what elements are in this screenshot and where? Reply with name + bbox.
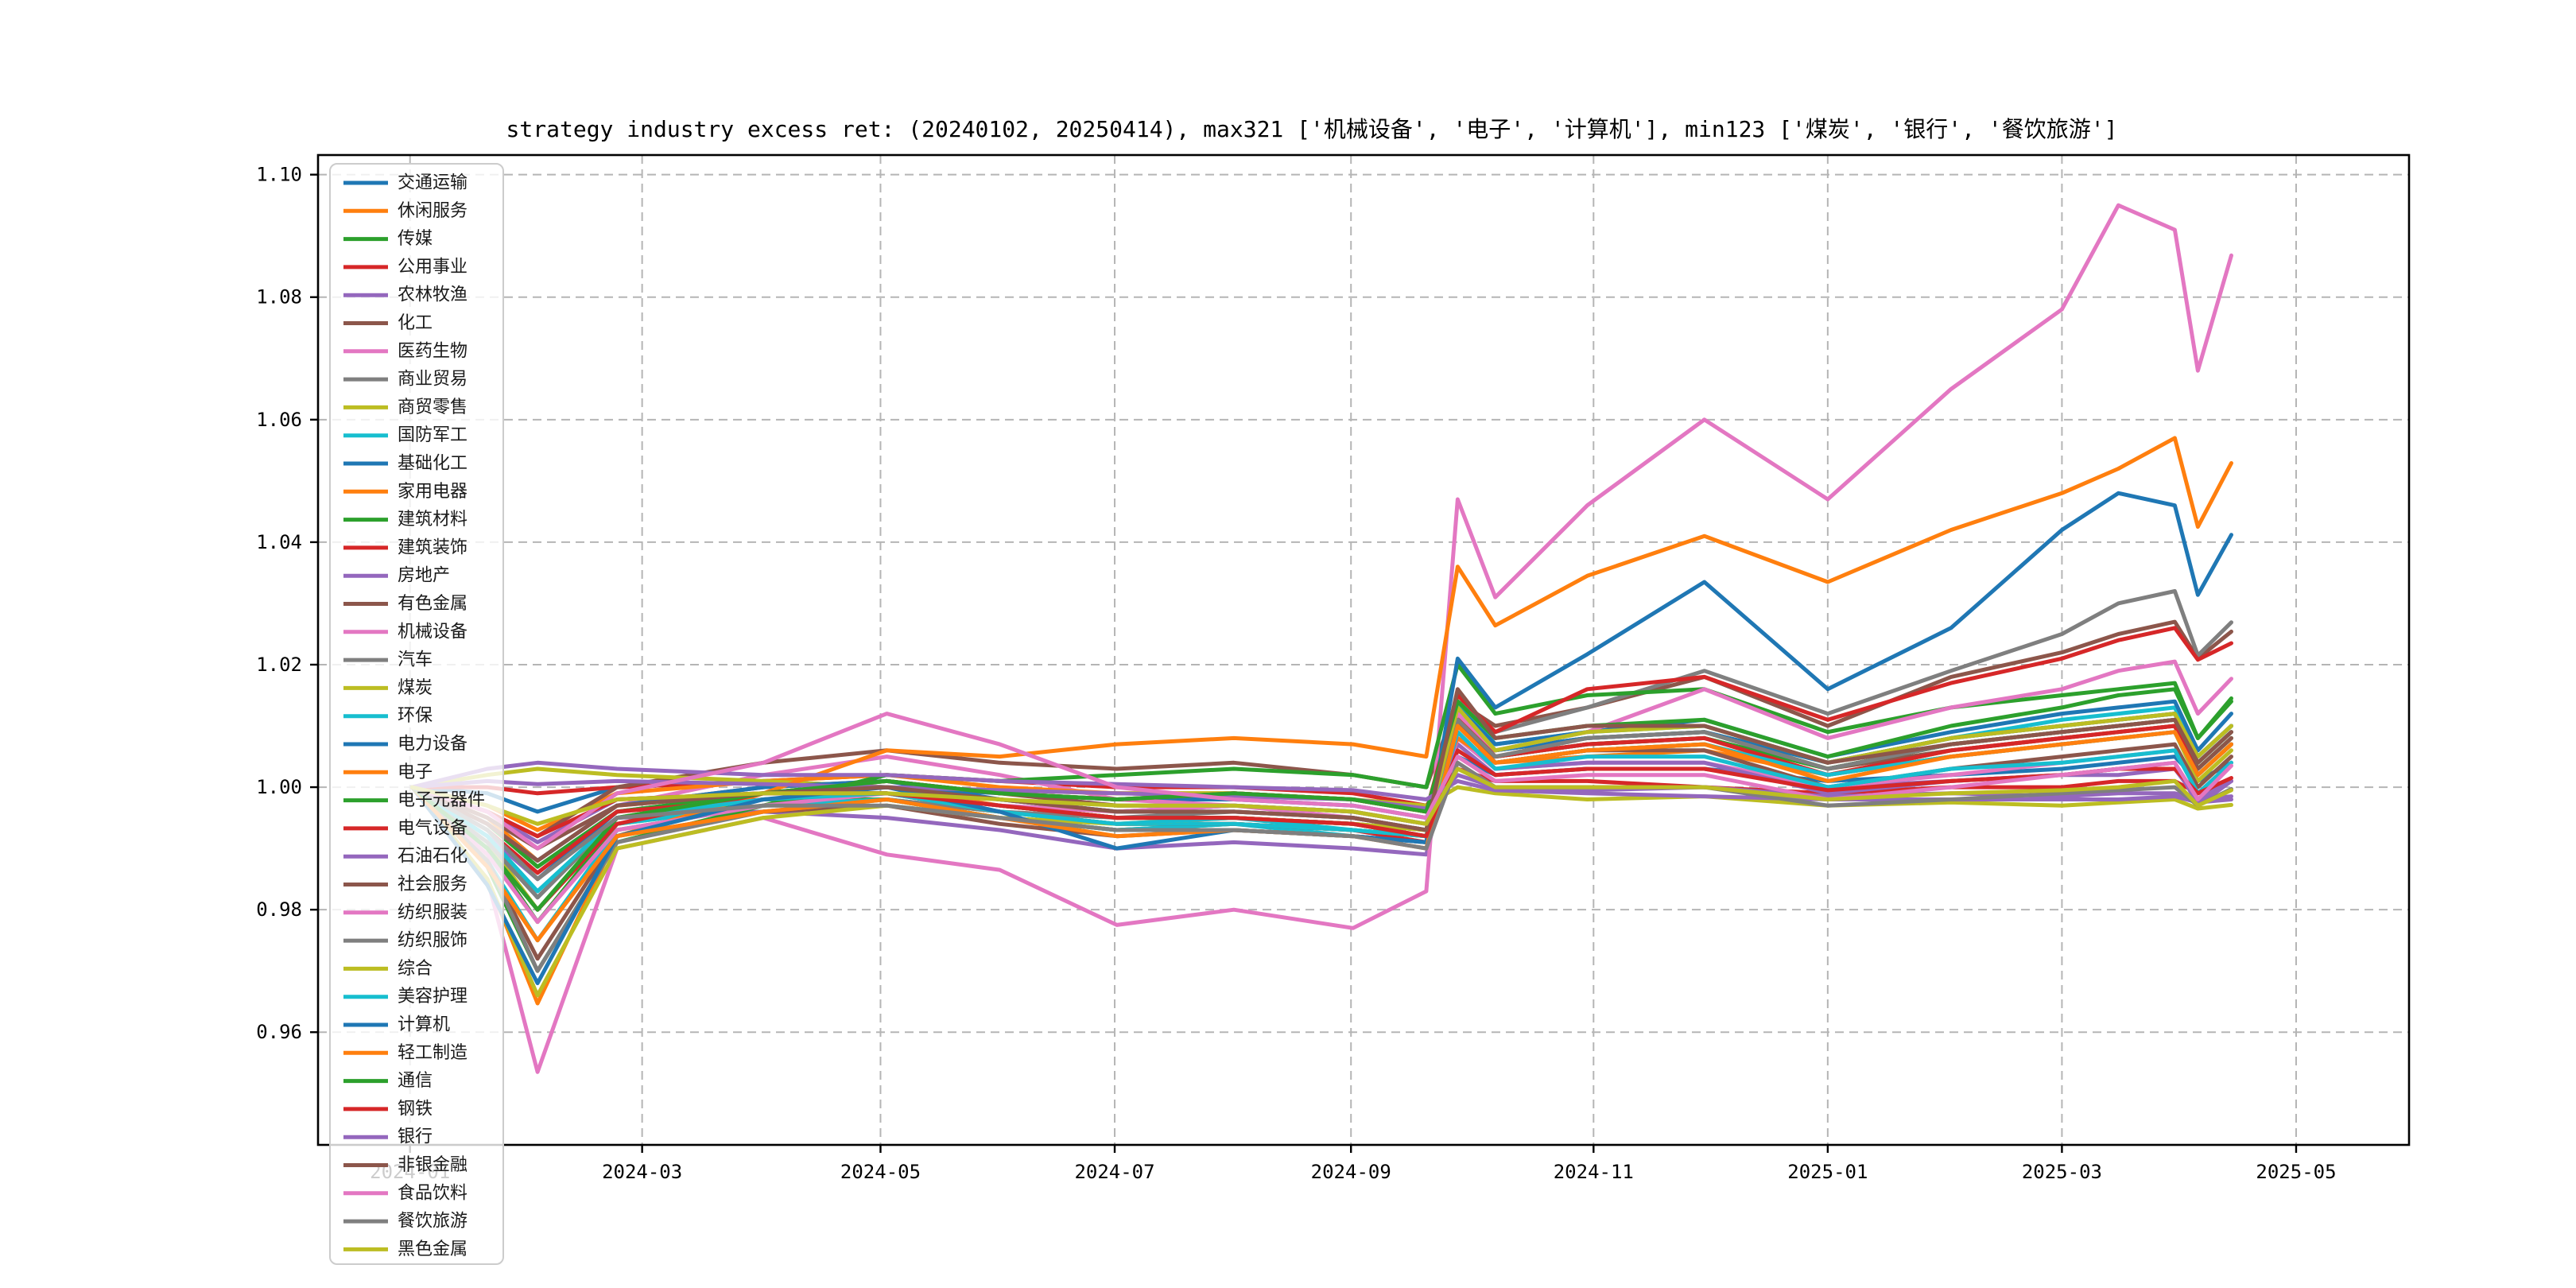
legend-label: 电子 (398, 762, 433, 782)
legend-label: 机械设备 (398, 622, 467, 642)
series-line-36 (409, 712, 2233, 851)
legend-label: 建筑装饰 (398, 537, 467, 557)
legend-label: 休闲服务 (398, 201, 467, 221)
series-line-21 (409, 436, 2233, 1006)
legend-label: 石油石化 (398, 847, 467, 867)
x-tick-label: 2024-09 (1311, 1161, 1391, 1183)
legend-label: 房地产 (398, 566, 450, 586)
legend-label: 医药生物 (398, 341, 467, 361)
y-tick-label: 1.06 (256, 409, 302, 431)
legend-label: 非银金融 (398, 1155, 467, 1175)
series-line-38 (409, 766, 2233, 826)
legend-label: 银行 (398, 1127, 433, 1147)
legend-label: 美容护理 (398, 987, 467, 1007)
series-line-16 (409, 203, 2233, 1074)
legend-label: 公用事业 (398, 257, 467, 277)
legend-label: 商业贸易 (398, 370, 467, 390)
x-tick-label: 2025-03 (2022, 1161, 2102, 1183)
legend-label: 轻工制造 (398, 1043, 467, 1063)
x-tick-label: 2024-07 (1074, 1161, 1154, 1183)
series-line-37 (409, 760, 2233, 882)
legend-label: 电子元器件 (398, 790, 485, 810)
y-tick-label: 1.08 (256, 286, 302, 308)
legend-label: 电气设备 (398, 818, 467, 838)
axes-border (316, 153, 2411, 1146)
legend-label: 纺织服装 (398, 902, 467, 922)
axis-ticks: 0.960.981.001.021.041.061.081.102024-012… (256, 164, 2336, 1183)
series-line-35 (409, 687, 2233, 863)
x-tick-label: 2024-03 (602, 1161, 682, 1183)
legend-label: 钢铁 (398, 1099, 433, 1119)
legend-label: 餐饮旅游 (398, 1212, 467, 1232)
axis-spines (316, 153, 2411, 1146)
legend-label: 社会服务 (398, 875, 467, 894)
legend-label: 黑色金属 (398, 1240, 467, 1259)
legend-label: 家用电器 (398, 482, 467, 502)
y-tick-label: 0.98 (256, 898, 302, 921)
y-tick-label: 0.96 (256, 1021, 302, 1043)
legend: 交通运输休闲服务传媒公用事业农林牧渔化工医药生物商业贸易商贸零售国防军工基础化工… (329, 163, 504, 1265)
legend-label: 商贸零售 (398, 398, 467, 417)
x-tick-label: 2024-05 (840, 1161, 921, 1183)
chart-title: strategy industry excess ret: (20240102,… (506, 116, 2118, 142)
series-lines (409, 203, 2233, 1074)
legend-label: 农林牧渔 (398, 285, 467, 305)
y-tick-label: 1.04 (256, 531, 302, 553)
legend-label: 建筑材料 (398, 510, 467, 530)
legend-box (329, 163, 504, 1265)
series-line-28 (409, 705, 2233, 998)
legend-label: 环保 (398, 706, 433, 726)
legend-label: 电力设备 (398, 735, 467, 755)
legend-label: 化工 (398, 313, 433, 333)
y-tick-label: 1.02 (256, 654, 302, 676)
legend-label: 国防军工 (398, 425, 467, 445)
legend-label: 综合 (398, 959, 433, 979)
x-tick-label: 2025-01 (1787, 1161, 1868, 1183)
legend-label: 传媒 (398, 229, 433, 249)
y-tick-label: 1.00 (256, 776, 302, 798)
legend-label: 汽车 (398, 650, 433, 670)
legend-label: 纺织服饰 (398, 931, 467, 951)
legend-label: 计算机 (398, 1015, 450, 1035)
legend-label: 基础化工 (398, 454, 467, 474)
x-tick-label: 2024-11 (1554, 1161, 1634, 1183)
x-tick-label: 2025-05 (2256, 1161, 2336, 1183)
y-tick-label: 1.10 (256, 164, 302, 186)
grid-lines (318, 155, 2409, 1145)
legend-label: 有色金属 (398, 594, 467, 614)
legend-label: 食品饮料 (398, 1183, 467, 1203)
legend-label: 煤炭 (398, 678, 433, 698)
legend-label: 交通运输 (398, 173, 467, 193)
legend-label: 通信 (398, 1071, 433, 1091)
